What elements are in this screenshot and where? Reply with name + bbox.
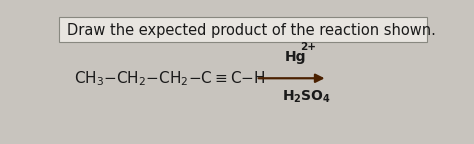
Text: $\mathregular{CH_3{-}CH_2{-}CH_2{-}C{\equiv}C{-}H}$: $\mathregular{CH_3{-}CH_2{-}CH_2{-}C{\eq… xyxy=(74,69,265,88)
Text: Draw the expected product of the reaction shown.: Draw the expected product of the reactio… xyxy=(67,22,436,38)
Text: $\mathregular{H_2SO_4}$: $\mathregular{H_2SO_4}$ xyxy=(282,89,331,105)
Text: Hg: Hg xyxy=(285,50,306,64)
FancyBboxPatch shape xyxy=(59,17,427,42)
Text: 2+: 2+ xyxy=(301,42,317,52)
